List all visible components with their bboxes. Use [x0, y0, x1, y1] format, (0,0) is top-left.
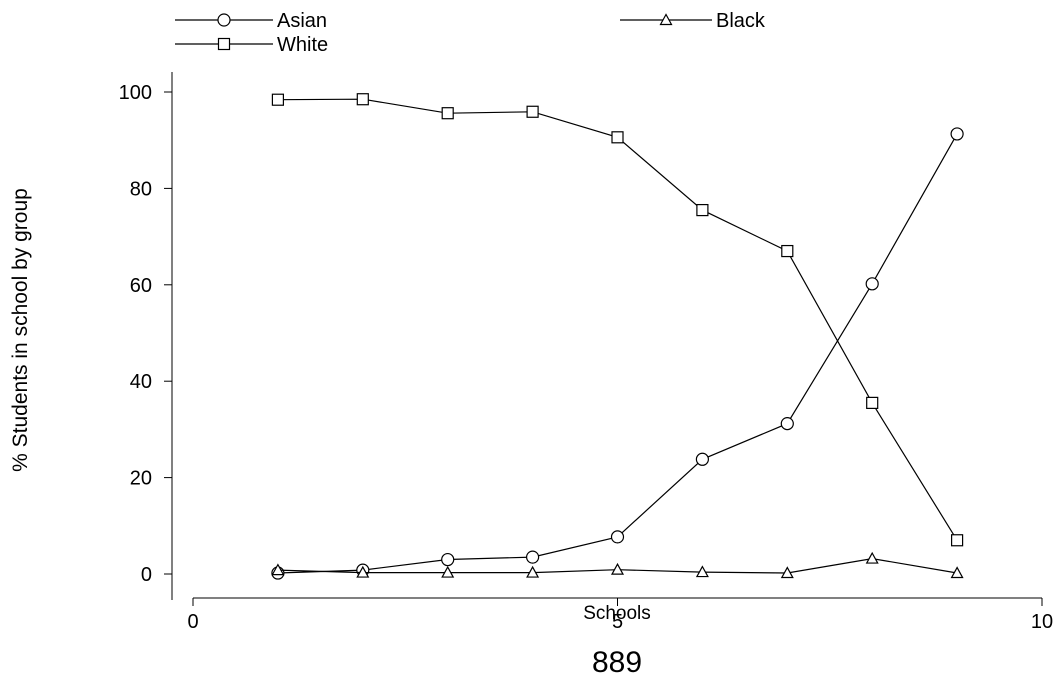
page-number: 889 [592, 646, 642, 679]
data-point-white [611, 131, 624, 144]
y-tick-label: 20 [130, 468, 152, 490]
data-point-white [696, 203, 709, 217]
data-point-asian [780, 417, 794, 431]
data-point-asian [950, 127, 964, 141]
y-tick-label: 60 [130, 275, 152, 297]
data-point-white [441, 107, 454, 120]
series-group [271, 93, 964, 580]
data-point-asian [525, 550, 540, 564]
series-line-asian [277, 133, 958, 574]
data-point-black [271, 563, 285, 576]
y-tick-label: 0 [141, 564, 152, 586]
x-tick-label: 0 [187, 611, 198, 633]
data-point-white [356, 93, 369, 106]
legend-marker [217, 37, 231, 51]
data-point-black [610, 562, 625, 575]
data-point-white [950, 534, 964, 547]
x-tick-label: 5 [612, 611, 623, 633]
axes [171, 72, 1042, 600]
data-point-black [356, 565, 370, 578]
y-tick-label: 100 [119, 82, 152, 104]
y-ticks: 0 20 40 60 80 100 [119, 82, 172, 586]
data-point-black [865, 551, 879, 564]
y-tick-label: 80 [130, 178, 152, 200]
legend-item-white: White [175, 34, 328, 56]
series-black [271, 551, 964, 579]
data-point-asian [695, 452, 710, 466]
y-tick-label: 40 [130, 371, 152, 393]
data-point-black [695, 565, 709, 578]
legend-marker [217, 13, 231, 27]
legend-label: Black [716, 10, 766, 32]
data-point-asian [441, 552, 455, 567]
legend-label: White [277, 34, 328, 56]
data-point-white [866, 396, 879, 409]
data-point-black [950, 566, 964, 579]
data-point-black [526, 565, 540, 578]
x-axis-label: Schools [583, 603, 651, 624]
legend-marker [659, 13, 673, 26]
legend: Asian Black White [175, 10, 766, 56]
x-ticks: 0 5 10 [187, 598, 1053, 633]
legend-label: Asian [277, 10, 327, 32]
series-line-white [277, 98, 958, 541]
data-point-black [441, 565, 455, 578]
legend-item-black: Black [620, 10, 766, 32]
data-point-black [780, 566, 794, 579]
y-axis-label: % Students in school by group [9, 188, 32, 472]
data-point-asian [865, 277, 879, 291]
series-white [271, 93, 964, 547]
x-tick-label: 10 [1031, 611, 1053, 633]
data-point-white [526, 105, 539, 118]
series-asian [271, 127, 964, 580]
legend-item-asian: Asian [175, 10, 327, 32]
data-point-white [781, 244, 794, 258]
data-point-asian [610, 530, 625, 544]
data-point-white [271, 93, 284, 106]
